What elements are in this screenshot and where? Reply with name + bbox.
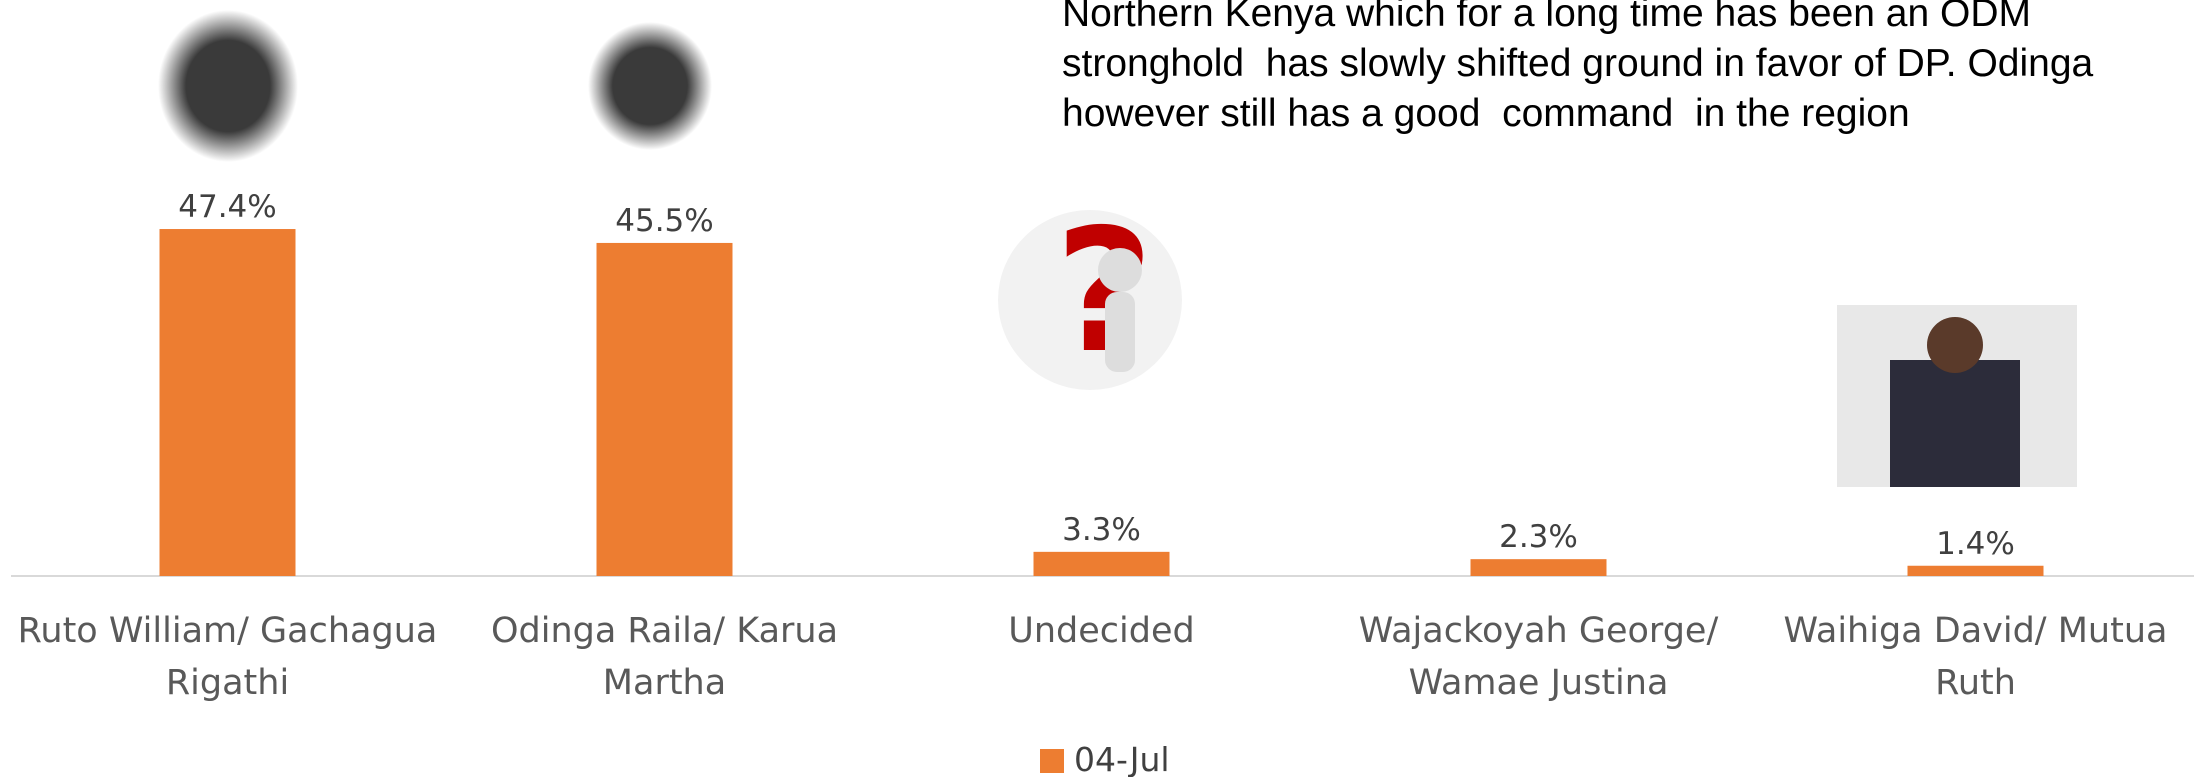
value-label: 2.3%	[1499, 519, 1578, 555]
photo-waihiga-head	[1927, 317, 1983, 373]
value-label: 45.5%	[615, 203, 713, 239]
bar	[1908, 566, 2044, 576]
category-label: Undecided	[892, 605, 1312, 657]
annotation-line: Northern Kenya which for a long time has…	[1062, 0, 2031, 36]
slide: ? 47.4% 45.5% 3.3% 2.3% 1.4% 04-Jul Northern …	[0, 0, 2201, 777]
bar	[1034, 552, 1170, 576]
legend-swatch	[1040, 749, 1064, 773]
category-label: Waihiga David/ Mutua Ruth	[1766, 605, 2186, 709]
bar	[597, 243, 733, 576]
value-label: 3.3%	[1062, 512, 1141, 548]
category-label: Wajackoyah George/ Wamae Justina	[1329, 605, 1749, 709]
photo-odinga	[588, 22, 712, 150]
category-label: Ruto William/ Gachagua Rigathi	[18, 605, 438, 709]
photo-ruto	[158, 10, 298, 162]
legend-label: 04-Jul	[1074, 740, 1170, 777]
question-icon: ?	[998, 193, 1182, 391]
annotation-line: however still has a good command in the …	[1062, 92, 1910, 136]
value-label: 1.4%	[1936, 526, 2015, 562]
value-label: 47.4%	[178, 189, 276, 225]
annotation-line: stronghold has slowly shifted ground in …	[1062, 42, 2093, 86]
photo-waihiga-body	[1890, 360, 2020, 487]
bar	[1471, 559, 1607, 576]
category-label: Odinga Raila/ Karua Martha	[455, 605, 875, 709]
svg-text:?: ?	[1055, 193, 1154, 391]
bar	[160, 229, 296, 576]
